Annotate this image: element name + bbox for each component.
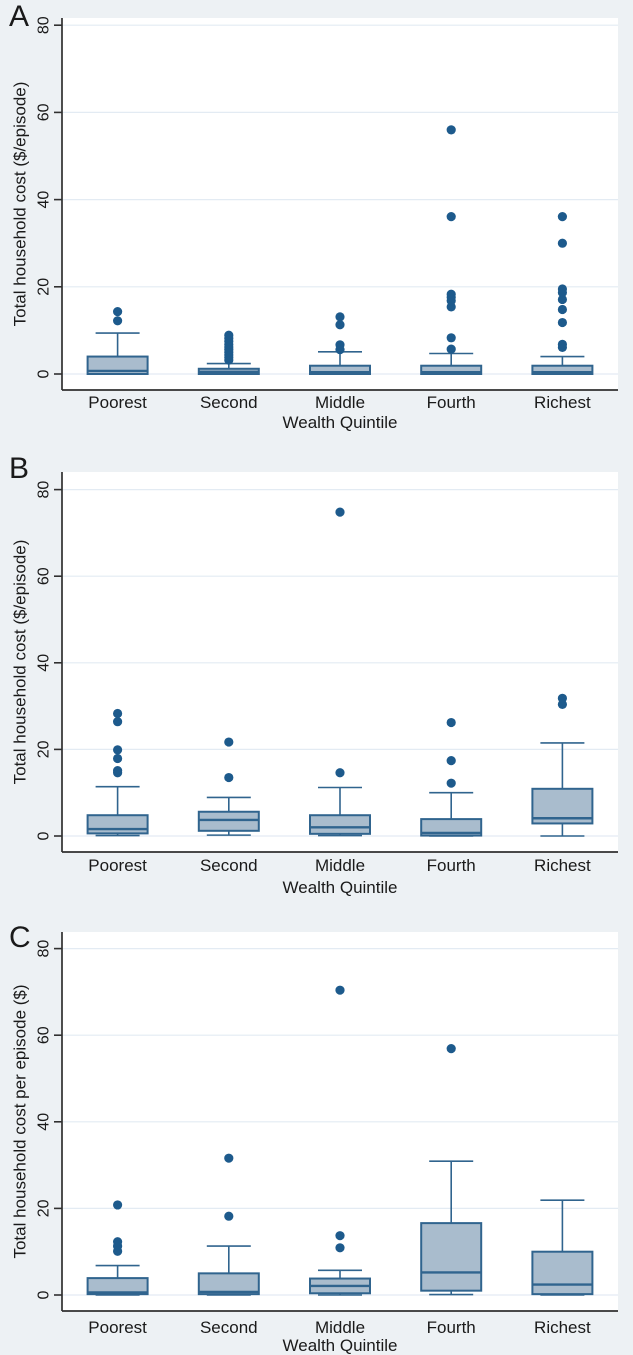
box <box>86 355 149 375</box>
category-label: Second <box>200 393 258 412</box>
outlier-dot <box>224 1153 234 1163</box>
category-label: Middle <box>315 856 365 875</box>
outlier-dot <box>557 693 568 703</box>
outlier-dot <box>113 745 123 755</box>
outlier-dot <box>557 212 568 222</box>
outlier-dot <box>557 238 568 248</box>
outlier-dot <box>113 1200 123 1210</box>
x-axis-title: Wealth Quintile <box>283 413 398 432</box>
outlier-dot <box>557 284 568 294</box>
plot-area <box>62 18 618 390</box>
category-label: Poorest <box>88 393 147 412</box>
outlier-dot <box>113 316 123 326</box>
y-tick-label: 20 <box>36 740 53 758</box>
box <box>420 818 483 837</box>
y-tick-label: 40 <box>36 654 53 672</box>
outlier-dot <box>446 717 456 728</box>
box <box>420 364 483 376</box>
category-label: Richest <box>534 856 591 875</box>
box <box>420 1222 483 1292</box>
outlier-dot <box>113 766 123 776</box>
y-tick-label: 60 <box>36 1026 53 1044</box>
box <box>86 814 149 835</box>
category-label: Poorest <box>88 1318 147 1337</box>
x-axis-title: Wealth Quintile <box>283 878 398 897</box>
panel-b-boxplot: 0 20 40 60 80 Total household cost ($/episode… <box>11 472 618 897</box>
panel-a: A 0 20 40 60 80 Total household cost ($/episo… <box>0 0 633 450</box>
outlier-dot <box>335 768 345 778</box>
category-label: Second <box>200 1318 258 1337</box>
outlier-dot <box>113 1237 123 1247</box>
y-tick-label: 0 <box>36 1290 53 1299</box>
outlier-dot <box>113 717 123 727</box>
y-tick-label: 80 <box>36 16 53 34</box>
y-tick-label: 60 <box>36 567 53 585</box>
category-label: Poorest <box>88 856 147 875</box>
y-tick-label: 20 <box>36 1199 53 1217</box>
outlier-dot <box>113 708 123 719</box>
box <box>309 364 371 376</box>
y-tick-label: 80 <box>36 940 53 958</box>
panel-b-label: B <box>9 452 30 485</box>
category-label: Fourth <box>427 856 476 875</box>
panel-a-label: A <box>9 0 30 33</box>
category-label: Middle <box>315 1318 365 1337</box>
category-label: Fourth <box>427 1318 476 1337</box>
panel-b: B 0 20 40 60 80 Total household cost ($/episo… <box>0 450 633 905</box>
outlier-dot <box>335 312 345 322</box>
box <box>531 364 594 376</box>
outlier-dot <box>113 753 123 764</box>
panel-c-boxplot: 0 20 40 60 80 Total household cost per episod… <box>11 932 618 1355</box>
box <box>197 1272 260 1296</box>
category-label: Richest <box>534 1318 591 1337</box>
y-tick-label: 0 <box>36 369 53 378</box>
outlier-dot <box>446 1044 456 1054</box>
outlier-dot <box>557 294 568 305</box>
y-tick-label: 0 <box>36 831 53 840</box>
outlier-dot <box>446 778 456 788</box>
outlier-dot <box>335 1231 345 1241</box>
y-tick-label: 40 <box>36 1113 53 1131</box>
outlier-dot <box>557 317 568 328</box>
y-tick-label: 80 <box>36 481 53 499</box>
panel-c: C 0 20 40 60 80 Total household cost per epis… <box>0 905 633 1355</box>
y-tick-label: 60 <box>36 103 53 121</box>
outlier-dot <box>224 330 234 340</box>
box <box>197 810 260 832</box>
outlier-dot <box>335 1243 345 1253</box>
outlier-dot <box>446 125 456 135</box>
outlier-dot <box>113 307 123 317</box>
outlier-dot <box>224 1211 234 1221</box>
outlier-dot <box>224 737 234 747</box>
outlier-dot <box>557 304 568 315</box>
panel-a-boxplot: 0 20 40 60 80 Total household cost ($/episode… <box>11 16 618 432</box>
y-tick-label: 20 <box>36 278 53 296</box>
category-label: Richest <box>534 393 591 412</box>
category-label: Second <box>200 856 258 875</box>
outlier-dot <box>335 320 345 330</box>
panel-c-label: C <box>9 921 31 954</box>
outlier-dot <box>335 507 345 517</box>
box <box>309 814 371 835</box>
outlier-dot <box>335 985 345 995</box>
outlier-dot <box>446 289 456 299</box>
box <box>531 1250 594 1296</box>
outlier-dot <box>446 333 456 343</box>
outlier-dot <box>446 756 456 766</box>
outlier-dot <box>224 772 234 783</box>
y-axis-title: Total household cost per episode ($) <box>11 984 30 1258</box>
category-label: Middle <box>315 393 365 412</box>
outlier-dot <box>335 340 345 350</box>
y-axis-title: Total household cost ($/episode) <box>11 82 30 327</box>
box <box>86 1277 149 1296</box>
outlier-dot <box>557 339 568 349</box>
category-label: Fourth <box>427 393 476 412</box>
outlier-dot <box>446 212 456 222</box>
y-axis-title: Total household cost ($/episode) <box>11 540 30 785</box>
outlier-dot <box>446 344 456 354</box>
x-axis-title: Wealth Quintile <box>283 1336 398 1355</box>
y-tick-label: 40 <box>36 191 53 209</box>
